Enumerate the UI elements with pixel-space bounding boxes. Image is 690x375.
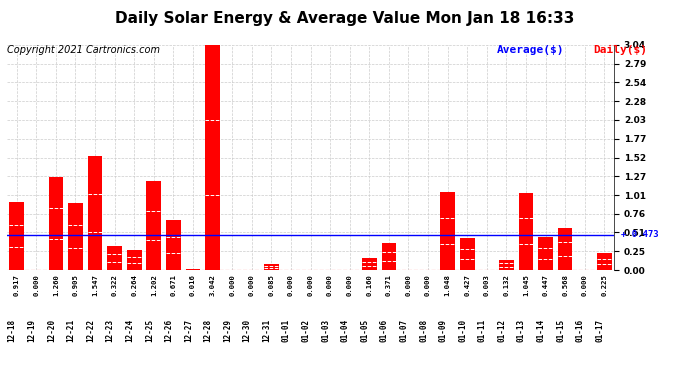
Bar (264, 264, 279, 270)
Text: 0.000: 0.000 (288, 274, 294, 296)
Text: 0.322: 0.322 (112, 274, 117, 296)
Text: 0.000: 0.000 (425, 274, 431, 296)
Text: 01-17: 01-17 (595, 319, 604, 342)
Text: 12-25: 12-25 (145, 319, 154, 342)
Bar (538, 237, 553, 270)
Text: 01-06: 01-06 (380, 319, 389, 342)
Text: 0.000: 0.000 (406, 274, 411, 296)
Text: 0.371: 0.371 (386, 274, 392, 296)
Text: 0.264: 0.264 (131, 274, 137, 296)
Text: 12-23: 12-23 (106, 319, 115, 342)
Text: + 0.473: + 0.473 (621, 231, 659, 240)
Bar (519, 193, 533, 270)
Text: 12-21: 12-21 (66, 319, 75, 342)
Text: 1.547: 1.547 (92, 274, 98, 296)
Text: 0.003: 0.003 (484, 274, 490, 296)
Text: 01-04: 01-04 (341, 319, 350, 342)
Bar (205, 45, 220, 270)
Text: 0.000: 0.000 (346, 274, 353, 296)
Text: 0.427: 0.427 (464, 274, 470, 296)
Bar (499, 260, 514, 270)
Text: 01-01: 01-01 (282, 319, 291, 342)
Bar (146, 181, 161, 270)
Text: 0.000: 0.000 (582, 274, 588, 296)
Text: 01-09: 01-09 (439, 319, 448, 342)
Text: 0.917: 0.917 (14, 274, 20, 296)
Bar (107, 246, 122, 270)
Text: 01-14: 01-14 (537, 319, 546, 342)
Text: 01-08: 01-08 (419, 319, 428, 342)
Bar (558, 228, 573, 270)
Bar (362, 258, 377, 270)
Text: 0.000: 0.000 (33, 274, 39, 296)
Text: 12-27: 12-27 (184, 319, 193, 342)
Text: 12-22: 12-22 (86, 319, 95, 342)
Bar (460, 238, 475, 270)
Text: 01-15: 01-15 (556, 319, 565, 342)
Bar (48, 177, 63, 270)
Text: 1.045: 1.045 (523, 274, 529, 296)
Text: 0.447: 0.447 (542, 274, 549, 296)
Bar (440, 192, 455, 270)
Text: 0.225: 0.225 (601, 274, 607, 296)
Text: 01-03: 01-03 (321, 319, 330, 342)
Text: 1.260: 1.260 (53, 274, 59, 296)
Text: 12-24: 12-24 (125, 319, 135, 342)
Text: 0.160: 0.160 (366, 274, 373, 296)
Text: Daily($): Daily($) (593, 45, 647, 55)
Text: 01-11: 01-11 (477, 319, 486, 342)
Text: 3.042: 3.042 (210, 274, 215, 296)
Text: 0.000: 0.000 (248, 274, 255, 296)
Text: 0.000: 0.000 (327, 274, 333, 296)
Text: 12-29: 12-29 (223, 319, 232, 342)
Text: 01-13: 01-13 (517, 319, 526, 342)
Bar (127, 251, 141, 270)
Text: 0.000: 0.000 (229, 274, 235, 296)
Bar (68, 203, 83, 270)
Text: 0.905: 0.905 (72, 274, 79, 296)
Text: 1.202: 1.202 (151, 274, 157, 296)
Bar (166, 220, 181, 270)
Text: 1.048: 1.048 (444, 274, 451, 296)
Text: 0.132: 0.132 (504, 274, 509, 296)
Text: 0.568: 0.568 (562, 274, 568, 296)
Text: 01-02: 01-02 (302, 319, 310, 342)
Text: 12-26: 12-26 (164, 319, 173, 342)
Bar (10, 202, 24, 270)
Text: 01-12: 01-12 (497, 319, 506, 342)
Text: 12-30: 12-30 (243, 319, 252, 342)
Bar (597, 254, 611, 270)
Text: 01-07: 01-07 (400, 319, 408, 342)
Text: 0.085: 0.085 (268, 274, 275, 296)
Text: 01-10: 01-10 (458, 319, 467, 342)
Text: 0.000: 0.000 (308, 274, 313, 296)
Text: 01-05: 01-05 (360, 319, 369, 342)
Text: 12-31: 12-31 (262, 319, 271, 342)
Text: 12-28: 12-28 (204, 319, 213, 342)
Text: 0.671: 0.671 (170, 274, 177, 296)
Text: 12-19: 12-19 (28, 319, 37, 342)
Text: 0.016: 0.016 (190, 274, 196, 296)
Bar (186, 269, 200, 270)
Text: 12-18: 12-18 (8, 319, 17, 342)
Text: Copyright 2021 Cartronics.com: Copyright 2021 Cartronics.com (7, 45, 160, 55)
Text: Average($): Average($) (497, 45, 564, 55)
Text: 01-16: 01-16 (575, 319, 584, 342)
Text: 12-20: 12-20 (47, 319, 56, 342)
Bar (88, 156, 102, 270)
Bar (382, 243, 396, 270)
Text: Daily Solar Energy & Average Value Mon Jan 18 16:33: Daily Solar Energy & Average Value Mon J… (115, 11, 575, 26)
